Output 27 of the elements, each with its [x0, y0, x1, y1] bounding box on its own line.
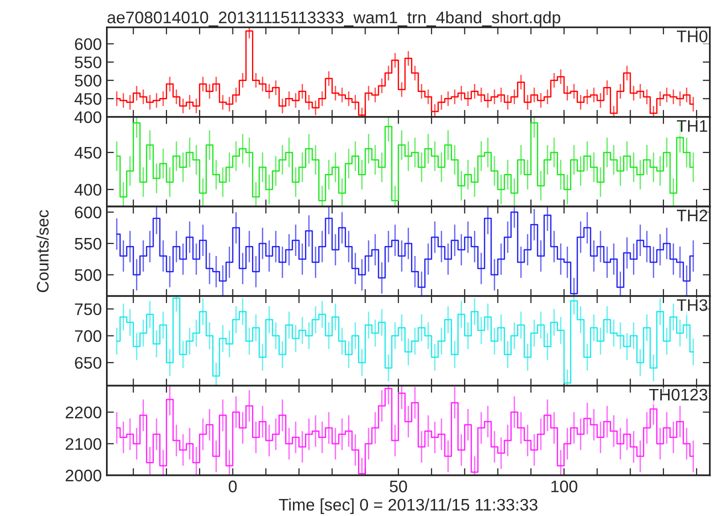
- x-tick-label: 0: [228, 480, 237, 492]
- x-tick-label: 100: [551, 480, 578, 492]
- y-tick-label: 500: [74, 74, 102, 87]
- annotation: TH0123: [649, 388, 708, 401]
- y-tick-label: 400: [74, 111, 102, 124]
- y-tick-label: 600: [75, 206, 102, 218]
- y-tick-label: 2200: [66, 406, 102, 418]
- y-tick-label: 500: [74, 269, 102, 281]
- y-axis-title: Counts/sec: [36, 210, 49, 292]
- y-tick-label: 450: [74, 146, 102, 159]
- x-axis-title: Time [sec] 0 = 2013/11/15 11:33:33: [278, 498, 538, 514]
- y-tick-label: 650: [75, 356, 102, 369]
- y-tick-label: 550: [74, 238, 102, 250]
- x-tick-label: 50: [390, 480, 408, 492]
- chart-title: ae708014010_20131115113333_wam1_trn_4band_short.qdp: [108, 11, 560, 27]
- annotation: TH2: [676, 210, 708, 222]
- annotation: TH1: [676, 120, 708, 132]
- annotation: TH0: [676, 30, 708, 42]
- y-tick-label: 700: [75, 330, 102, 342]
- y-tick-label: 450: [74, 93, 102, 105]
- y-tick-label: 2100: [66, 438, 102, 450]
- y-tick-label: 550: [74, 56, 102, 68]
- y-tick-label: 750: [75, 303, 102, 316]
- y-tick-label: 2000: [66, 470, 102, 482]
- y-tick-label: 400: [74, 184, 102, 196]
- y-tick-label: 600: [75, 38, 102, 50]
- annotation: TH3: [676, 299, 708, 312]
